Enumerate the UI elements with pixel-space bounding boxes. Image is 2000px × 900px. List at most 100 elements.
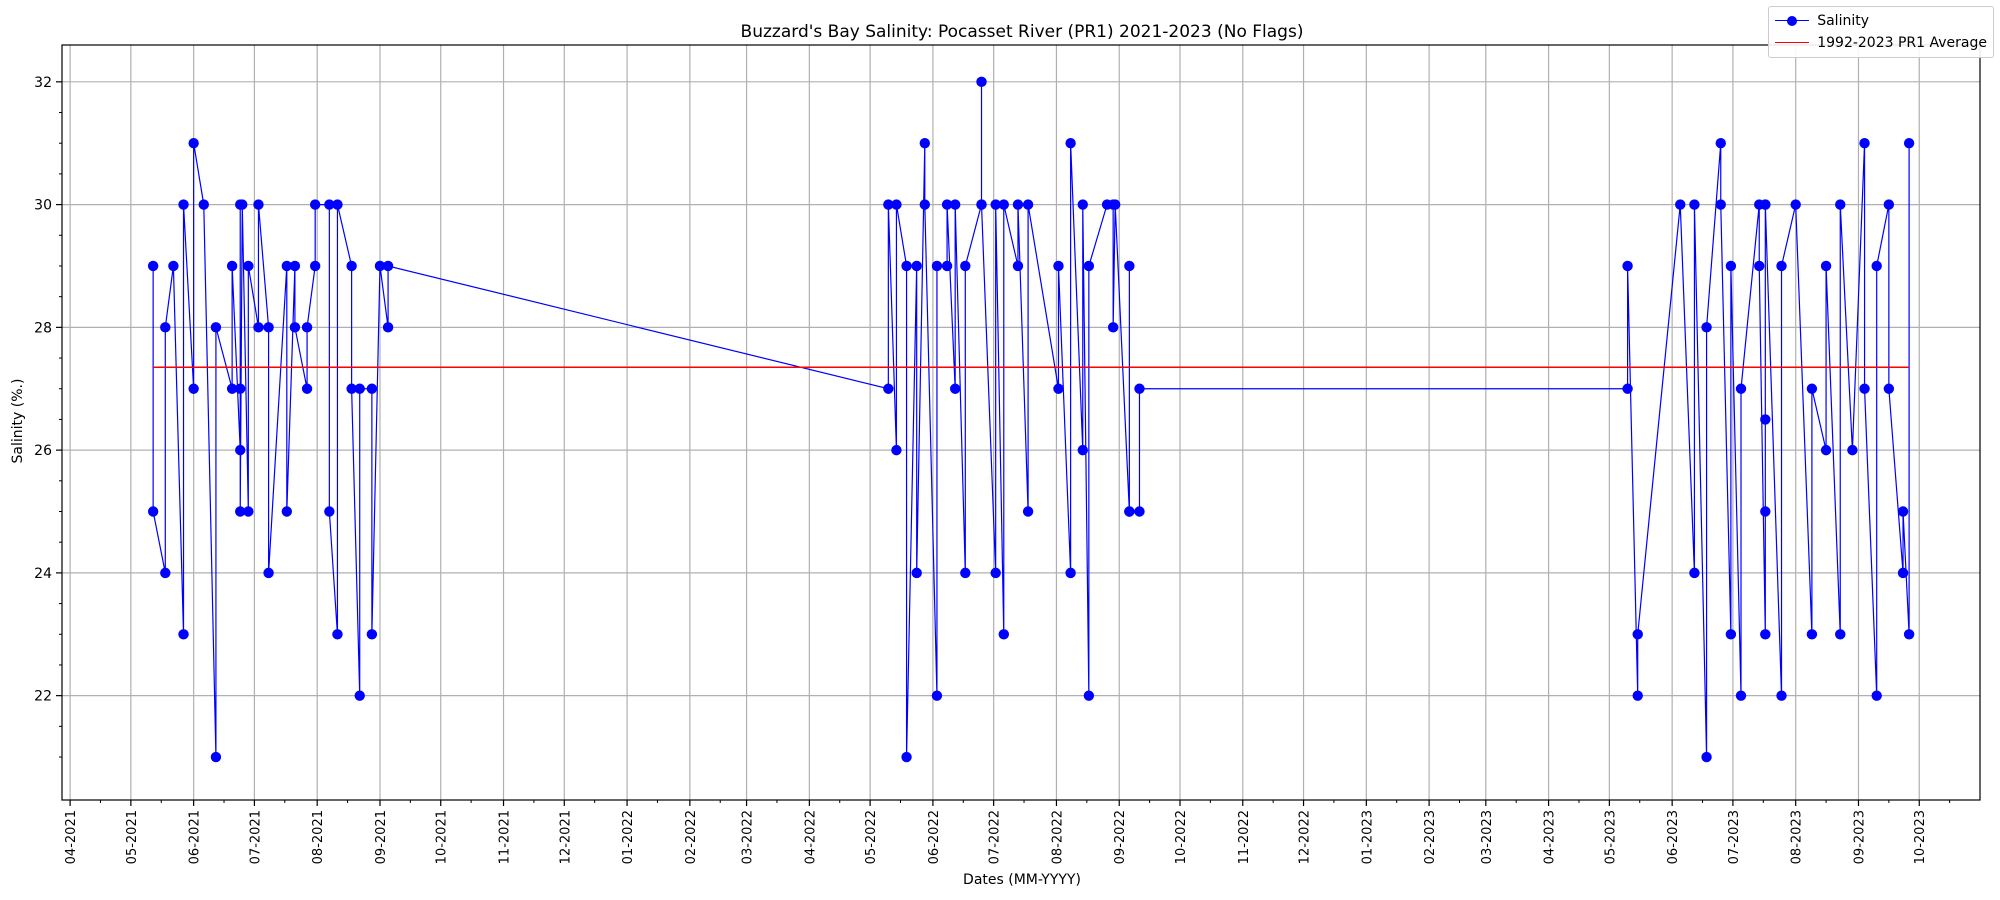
data-point <box>366 629 378 640</box>
x-tick-label: 03-2022 <box>741 810 756 864</box>
chart-legend: Salinity 1992-2023 PR1 Average <box>1768 6 1994 58</box>
data-point <box>324 199 335 210</box>
data-point <box>289 322 301 333</box>
data-point <box>1897 506 1909 517</box>
y-tick-label: 26 <box>34 443 52 459</box>
data-point <box>1053 260 1064 272</box>
data-point <box>160 322 171 333</box>
data-point <box>941 199 953 210</box>
data-point <box>346 260 357 272</box>
x-tick-label: 06-2022 <box>927 810 942 864</box>
y-tick-label: 24 <box>34 566 52 582</box>
x-tick-label: 11-2021 <box>498 810 513 864</box>
data-point <box>1022 506 1034 517</box>
data-point <box>1760 629 1771 640</box>
data-point <box>901 260 912 272</box>
data-point <box>1012 260 1024 272</box>
y-tick-label: 22 <box>34 689 52 705</box>
data-point <box>178 629 189 640</box>
data-point <box>198 199 209 210</box>
data-point <box>911 260 922 272</box>
data-point <box>1065 567 1076 579</box>
data-point <box>210 322 222 333</box>
data-point <box>253 322 264 333</box>
plot-frame <box>61 44 1981 801</box>
data-point <box>235 383 246 394</box>
x-tick-label: 06-2021 <box>188 810 203 864</box>
legend-swatch-average <box>1775 36 1810 50</box>
y-tick-label: 30 <box>34 198 52 214</box>
data-point <box>901 751 912 763</box>
x-tick-label: 11-2022 <box>1237 810 1252 864</box>
data-point <box>188 138 199 149</box>
data-point <box>1012 199 1024 210</box>
data-point <box>919 199 930 210</box>
y-tick-label: 32 <box>34 75 52 91</box>
y-axis-label: Salinity (%.) <box>10 379 26 464</box>
x-tick-label: 08-2023 <box>1790 810 1805 864</box>
data-point <box>976 199 987 210</box>
data-point <box>1622 260 1633 272</box>
data-point <box>990 567 1001 579</box>
data-point <box>891 444 902 456</box>
x-tick-label: 09-2022 <box>1113 810 1128 864</box>
data-point <box>210 751 222 763</box>
data-point <box>1124 506 1135 517</box>
data-point <box>1124 260 1135 272</box>
data-point <box>1715 199 1726 210</box>
data-point <box>1134 506 1145 517</box>
data-point <box>309 260 321 272</box>
data-point <box>949 199 961 210</box>
x-tick-label: 04-2021 <box>64 810 79 864</box>
legend-label-average: 1992-2023 PR1 Average <box>1817 35 1987 51</box>
data-point <box>374 260 386 272</box>
data-point <box>1689 199 1700 210</box>
data-point <box>1859 383 1870 394</box>
data-point <box>990 199 1001 210</box>
data-point <box>931 690 943 701</box>
legend-swatch-salinity <box>1775 14 1810 28</box>
data-point <box>1760 414 1771 425</box>
data-point <box>1820 444 1832 456</box>
data-point <box>931 260 943 272</box>
x-tick-label: 05-2021 <box>125 810 140 864</box>
x-tick-label: 12-2022 <box>1298 810 1313 864</box>
data-point <box>949 383 961 394</box>
data-point <box>253 199 264 210</box>
legend-label-salinity: Salinity <box>1817 13 1870 29</box>
data-point <box>301 383 313 394</box>
data-point <box>243 506 254 517</box>
x-axis-label: Dates (MM-YYYY) <box>963 872 1081 888</box>
data-point <box>1835 199 1846 210</box>
chart-title: Buzzard's Bay Salinity: Pocasset River (… <box>741 22 1304 42</box>
x-tick-label: 03-2023 <box>1480 810 1495 864</box>
data-point <box>237 199 248 210</box>
data-point <box>911 567 922 579</box>
x-tick-label: 09-2023 <box>1852 810 1867 864</box>
data-point <box>1065 138 1076 149</box>
data-point <box>1053 383 1064 394</box>
data-point <box>1725 260 1737 272</box>
data-point <box>147 260 159 272</box>
data-point <box>1134 383 1145 394</box>
data-point <box>998 629 1009 640</box>
data-point <box>1735 690 1747 701</box>
x-tick-label: 07-2021 <box>248 810 263 864</box>
data-point <box>1632 629 1643 640</box>
data-point <box>178 199 189 210</box>
data-point <box>1859 138 1870 149</box>
x-tick-label: 05-2023 <box>1603 810 1618 864</box>
data-point <box>1632 690 1643 701</box>
data-point <box>1903 138 1915 149</box>
data-point <box>301 322 313 333</box>
data-point <box>1806 383 1818 394</box>
data-point <box>1701 322 1712 333</box>
data-point <box>998 199 1009 210</box>
data-point <box>354 383 365 394</box>
data-point <box>1725 629 1737 640</box>
x-tick-label: 12-2021 <box>558 810 573 864</box>
data-point <box>1897 567 1909 579</box>
data-point <box>1675 199 1686 210</box>
data-point <box>1107 322 1119 333</box>
data-point <box>1760 199 1771 210</box>
